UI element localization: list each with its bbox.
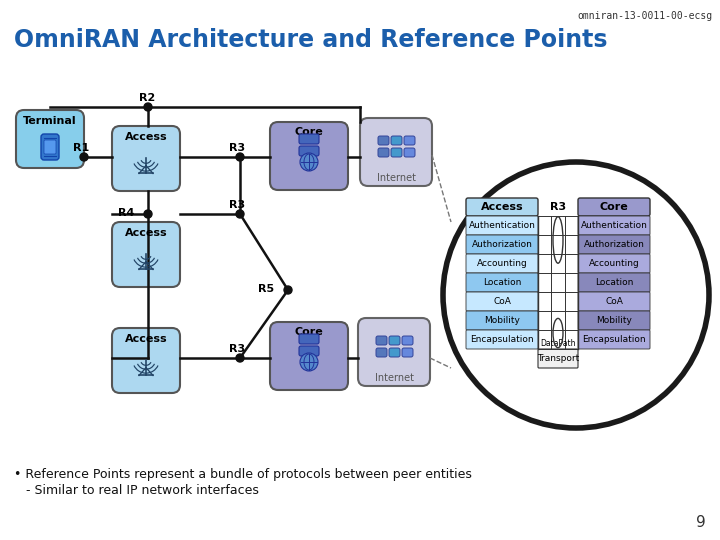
Text: R3: R3 (229, 344, 245, 354)
Text: Mobility: Mobility (596, 316, 632, 325)
Text: R5: R5 (258, 284, 274, 294)
FancyBboxPatch shape (270, 322, 348, 390)
FancyBboxPatch shape (299, 346, 319, 356)
Text: Authentication: Authentication (580, 221, 647, 230)
Text: Terminal: Terminal (23, 116, 77, 126)
Text: Location: Location (483, 278, 521, 287)
FancyBboxPatch shape (376, 336, 387, 345)
Circle shape (236, 210, 244, 218)
Text: omniran-13-0011-00-ecsg: omniran-13-0011-00-ecsg (577, 11, 712, 21)
FancyBboxPatch shape (378, 136, 389, 145)
Text: R4: R4 (118, 208, 134, 218)
Text: Mobility: Mobility (484, 316, 520, 325)
FancyBboxPatch shape (389, 348, 400, 357)
FancyBboxPatch shape (299, 134, 319, 144)
FancyBboxPatch shape (112, 328, 180, 393)
Text: R2: R2 (139, 93, 155, 103)
FancyBboxPatch shape (466, 235, 538, 254)
FancyBboxPatch shape (578, 198, 650, 216)
Text: Location: Location (595, 278, 633, 287)
Text: Access: Access (481, 202, 523, 212)
Circle shape (284, 286, 292, 294)
FancyBboxPatch shape (391, 148, 402, 157)
Circle shape (443, 162, 709, 428)
FancyBboxPatch shape (466, 254, 538, 273)
FancyBboxPatch shape (538, 349, 578, 368)
Text: R3: R3 (229, 200, 245, 210)
FancyBboxPatch shape (578, 235, 650, 254)
Text: Accounting: Accounting (589, 259, 639, 268)
Text: Core: Core (294, 127, 323, 137)
Text: Authorization: Authorization (584, 240, 644, 249)
Text: Core: Core (600, 202, 629, 212)
FancyBboxPatch shape (16, 110, 84, 168)
FancyBboxPatch shape (578, 216, 650, 235)
Circle shape (300, 153, 318, 171)
Text: CoA: CoA (605, 297, 623, 306)
FancyBboxPatch shape (41, 134, 59, 160)
Text: R1: R1 (73, 143, 89, 153)
FancyBboxPatch shape (578, 254, 650, 273)
Text: Internet: Internet (374, 373, 413, 383)
Text: Access: Access (125, 132, 167, 142)
FancyBboxPatch shape (466, 273, 538, 292)
FancyBboxPatch shape (360, 118, 432, 186)
Text: CoA: CoA (493, 297, 511, 306)
Text: Access: Access (125, 228, 167, 238)
Circle shape (236, 153, 244, 161)
Text: Encapsulation: Encapsulation (470, 335, 534, 344)
FancyBboxPatch shape (376, 348, 387, 357)
FancyBboxPatch shape (299, 334, 319, 344)
Text: Transport: Transport (537, 354, 579, 363)
FancyBboxPatch shape (389, 336, 400, 345)
FancyBboxPatch shape (466, 292, 538, 311)
Text: Accounting: Accounting (477, 259, 527, 268)
FancyBboxPatch shape (466, 216, 538, 235)
FancyBboxPatch shape (378, 148, 389, 157)
Circle shape (300, 353, 318, 371)
FancyBboxPatch shape (299, 146, 319, 156)
Text: R3: R3 (229, 143, 245, 153)
Text: Encapsulation: Encapsulation (582, 335, 646, 344)
FancyBboxPatch shape (404, 136, 415, 145)
FancyBboxPatch shape (112, 222, 180, 287)
FancyBboxPatch shape (270, 122, 348, 190)
Text: Internet: Internet (377, 173, 415, 183)
FancyBboxPatch shape (578, 311, 650, 330)
FancyBboxPatch shape (44, 140, 56, 154)
Text: DataPath: DataPath (540, 339, 576, 348)
Text: - Similar to real IP network interfaces: - Similar to real IP network interfaces (14, 484, 259, 497)
Text: Core: Core (294, 327, 323, 337)
Text: Authentication: Authentication (469, 221, 536, 230)
FancyBboxPatch shape (466, 198, 538, 216)
Circle shape (236, 354, 244, 362)
Text: R3: R3 (550, 202, 566, 212)
Text: 9: 9 (696, 515, 706, 530)
FancyBboxPatch shape (578, 292, 650, 311)
FancyBboxPatch shape (112, 126, 180, 191)
FancyBboxPatch shape (578, 273, 650, 292)
FancyBboxPatch shape (391, 136, 402, 145)
FancyBboxPatch shape (358, 318, 430, 386)
Text: • Reference Points represent a bundle of protocols between peer entities: • Reference Points represent a bundle of… (14, 468, 472, 481)
Text: Access: Access (125, 334, 167, 344)
FancyBboxPatch shape (402, 336, 413, 345)
FancyBboxPatch shape (466, 311, 538, 330)
FancyBboxPatch shape (466, 330, 538, 349)
Text: OmniRAN Architecture and Reference Points: OmniRAN Architecture and Reference Point… (14, 28, 608, 52)
FancyBboxPatch shape (578, 330, 650, 349)
FancyBboxPatch shape (404, 148, 415, 157)
Circle shape (144, 210, 152, 218)
Circle shape (80, 153, 88, 161)
Text: Authorization: Authorization (472, 240, 532, 249)
FancyBboxPatch shape (402, 348, 413, 357)
Circle shape (144, 103, 152, 111)
